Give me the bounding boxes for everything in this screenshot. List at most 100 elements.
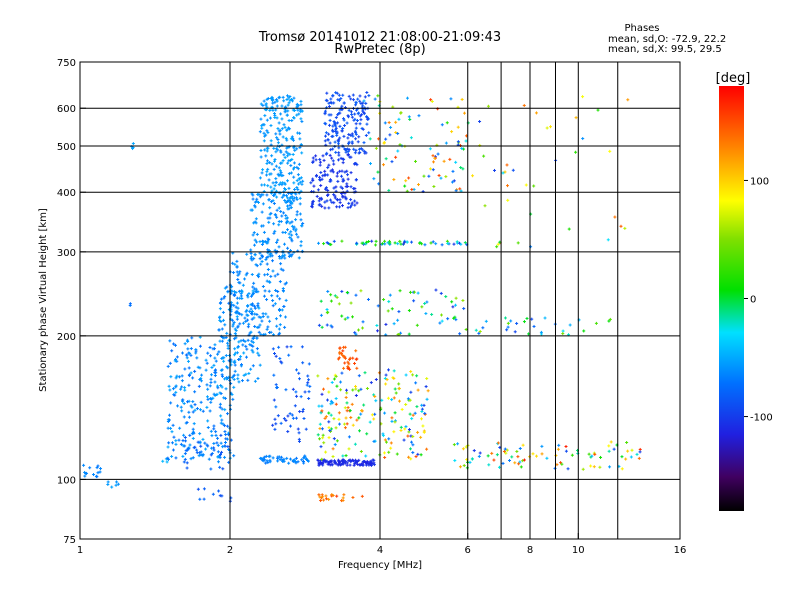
data-point — [232, 373, 236, 377]
data-point — [224, 437, 228, 441]
data-point — [265, 159, 269, 163]
data-point — [482, 154, 486, 158]
data-point — [219, 414, 223, 418]
data-point — [209, 377, 213, 381]
data-point — [195, 407, 199, 411]
data-point — [261, 103, 265, 107]
data-point — [298, 410, 302, 414]
data-point — [325, 308, 329, 312]
data-point — [367, 131, 371, 135]
data-point — [376, 94, 380, 98]
data-point — [186, 347, 190, 351]
data-point — [300, 224, 304, 228]
data-point — [183, 435, 187, 439]
data-point — [353, 442, 357, 446]
data-point — [339, 185, 343, 189]
data-point — [249, 294, 253, 298]
data-point — [298, 137, 302, 141]
data-point — [293, 187, 297, 191]
data-point — [348, 409, 352, 413]
data-point — [347, 148, 351, 152]
data-point — [365, 122, 369, 126]
data-point — [279, 174, 283, 178]
data-point — [478, 120, 482, 124]
data-point — [522, 320, 526, 324]
data-point — [431, 240, 435, 244]
data-point — [199, 444, 203, 448]
data-point — [197, 454, 201, 458]
data-point — [170, 454, 174, 458]
data-point — [262, 99, 266, 103]
data-point — [285, 194, 289, 198]
data-point — [276, 238, 280, 242]
data-point — [432, 160, 436, 164]
data-point — [376, 137, 380, 141]
data-point — [311, 159, 315, 163]
data-point — [351, 459, 355, 463]
data-point — [217, 350, 221, 354]
data-point — [297, 112, 301, 116]
data-point — [213, 356, 217, 360]
data-point — [327, 390, 331, 394]
data-point — [337, 146, 341, 150]
data-point — [327, 411, 331, 415]
data-point — [238, 312, 242, 316]
data-point — [257, 200, 261, 204]
data-point — [298, 212, 302, 216]
data-point — [326, 398, 330, 402]
data-point — [350, 112, 354, 116]
data-point — [285, 345, 289, 349]
data-point — [478, 451, 482, 455]
data-point — [262, 139, 266, 143]
data-point — [333, 443, 337, 447]
data-point — [271, 259, 275, 263]
data-point — [243, 316, 247, 320]
colorbar-tick-label: 100 — [750, 176, 769, 187]
data-point — [244, 344, 248, 348]
data-point — [354, 103, 358, 107]
data-point — [525, 316, 529, 320]
data-point — [372, 461, 376, 465]
data-point — [331, 401, 335, 405]
data-point — [274, 288, 278, 292]
data-point — [297, 177, 301, 181]
data-point — [229, 407, 233, 411]
data-point — [370, 413, 374, 417]
data-point — [281, 287, 285, 291]
data-point — [274, 317, 278, 321]
data-point — [299, 240, 303, 244]
data-point — [187, 366, 191, 370]
data-point — [292, 96, 296, 100]
data-point — [273, 274, 277, 278]
data-point — [451, 305, 455, 309]
data-point — [235, 315, 239, 319]
data-point — [261, 315, 265, 319]
data-point — [190, 405, 194, 409]
data-point — [341, 349, 345, 353]
data-point — [261, 312, 265, 316]
data-point — [283, 325, 287, 329]
data-point — [262, 455, 266, 459]
data-point — [300, 151, 304, 155]
data-point — [345, 290, 349, 294]
data-point — [511, 168, 515, 172]
data-point — [265, 193, 269, 197]
data-point — [261, 168, 265, 172]
data-point — [384, 322, 388, 326]
data-point — [198, 432, 202, 436]
data-point — [439, 291, 443, 295]
data-point — [353, 151, 357, 155]
data-point — [320, 457, 324, 461]
data-point — [220, 327, 224, 331]
data-point — [269, 96, 273, 100]
data-point — [298, 202, 302, 206]
data-point — [396, 242, 400, 246]
data-point — [189, 457, 193, 461]
chart-title: Tromsø 20141012 21:08:00-21:09:43 — [258, 30, 501, 45]
data-point — [317, 199, 321, 203]
data-point — [296, 167, 300, 171]
data-point — [396, 149, 400, 153]
data-point — [289, 345, 293, 349]
data-point — [236, 324, 240, 328]
